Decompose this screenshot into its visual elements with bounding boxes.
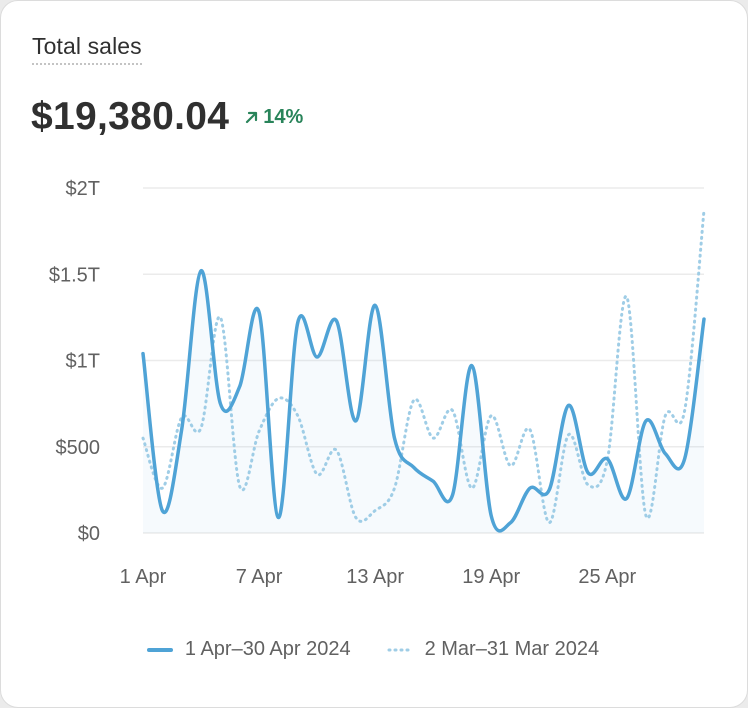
x-tick-label: 13 Apr — [346, 566, 404, 588]
metric-row: $19,380.04 14% — [31, 95, 303, 139]
current-series-line — [141, 269, 706, 533]
change-badge: 14% — [245, 106, 303, 129]
arrow-up-right-icon — [246, 111, 258, 123]
x-tick-label: 1 Apr — [120, 566, 167, 588]
y-tick-label: $1.5T — [49, 264, 100, 286]
card-title[interactable]: Total sales — [32, 33, 142, 65]
legend-label-current: 1 Apr–30 Apr 2024 — [184, 638, 351, 660]
previous-series-line — [141, 208, 706, 525]
change-percent: 14% — [263, 105, 304, 128]
x-tick-label: 25 Apr — [578, 566, 636, 588]
y-tick-label: $2T — [66, 178, 100, 200]
x-tick-label: 7 Apr — [236, 566, 283, 588]
solid-line-swatch — [146, 647, 173, 652]
total-sales-value: $19,380.04 — [31, 95, 230, 138]
legend-item-previous[interactable]: 2 Mar–31 Mar 2024 — [387, 638, 600, 661]
legend-label-previous: 2 Mar–31 Mar 2024 — [424, 638, 600, 660]
y-tick-label: $0 — [78, 523, 100, 545]
dotted-line-swatch — [387, 648, 413, 651]
y-tick-label: $1T — [66, 351, 100, 373]
chart-legend: 1 Apr–30 Apr 2024 2 Mar–31 Mar 2024 — [0, 638, 746, 661]
x-tick-label: 19 Apr — [462, 566, 520, 588]
y-tick-label: $500 — [56, 437, 101, 459]
current-series-area — [143, 270, 704, 533]
legend-item-current[interactable]: 1 Apr–30 Apr 2024 — [146, 638, 351, 661]
